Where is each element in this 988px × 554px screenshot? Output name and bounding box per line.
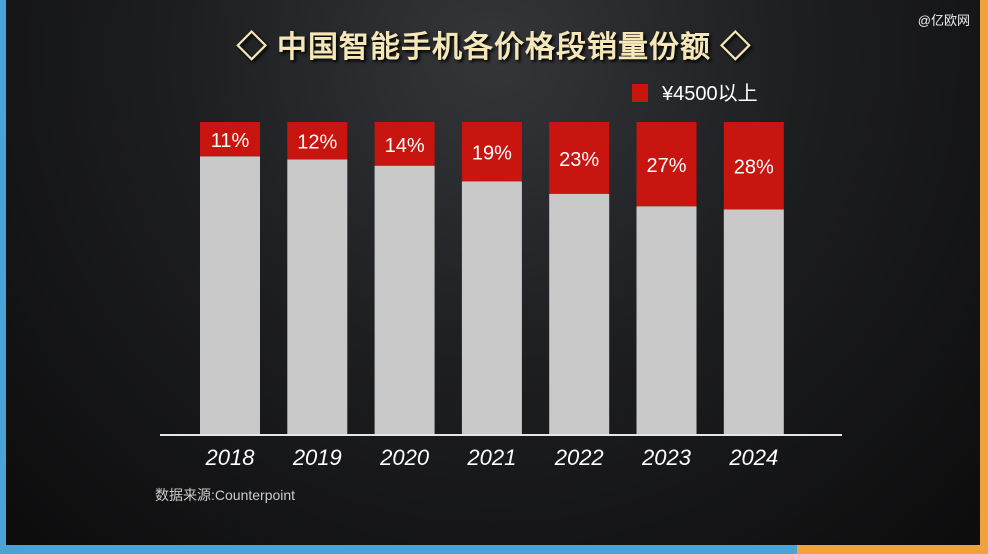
x-tick-label-2023: 2023 [641, 445, 692, 470]
bar-other-2021 [461, 181, 522, 434]
watermark: @亿欧网 [917, 13, 970, 28]
data-source: 数据来源:Counterpoint [155, 487, 296, 503]
data-label-2020: 14% [385, 135, 425, 157]
legend-swatch [632, 84, 648, 102]
bottom-border-orange [797, 545, 988, 554]
bar-other-2018 [200, 156, 260, 434]
data-label-2018: 11% [211, 130, 250, 152]
legend-label: ¥4500以上 [661, 82, 758, 105]
data-label-2024: 28% [734, 157, 774, 179]
bar-premium-2019 [287, 122, 348, 160]
bar-other-2020 [374, 165, 435, 434]
data-label-2019: 12% [297, 132, 337, 154]
x-tick-label-2020: 2020 [379, 445, 430, 470]
bar-premium-2023 [636, 122, 697, 207]
x-tick-label-2021: 2021 [466, 445, 516, 470]
bar-other-2023 [636, 206, 697, 434]
bar-other-2024 [723, 209, 784, 434]
bar-other-2022 [549, 193, 610, 434]
x-tick-label-2022: 2022 [554, 445, 604, 470]
right-border-strip [980, 0, 988, 554]
bottom-border-blue [0, 545, 797, 554]
x-tick-label-2019: 2019 [292, 445, 342, 470]
bar-premium-2024 [723, 122, 784, 210]
chart-title: ◇ 中国智能手机各价格段销量份额 ◇ [236, 31, 752, 64]
data-label-2021: 19% [472, 143, 512, 165]
bar-premium-2018 [200, 122, 260, 157]
bar-premium-2022 [549, 122, 610, 194]
data-label-2023: 27% [646, 155, 686, 177]
left-border-strip [0, 0, 6, 554]
bar-other-2019 [287, 159, 348, 434]
bar-premium-2020 [374, 122, 435, 166]
x-tick-label-2024: 2024 [728, 445, 778, 470]
bar-premium-2021 [461, 122, 522, 182]
x-tick-label-2018: 2018 [205, 445, 256, 470]
data-label-2022: 23% [559, 149, 599, 171]
